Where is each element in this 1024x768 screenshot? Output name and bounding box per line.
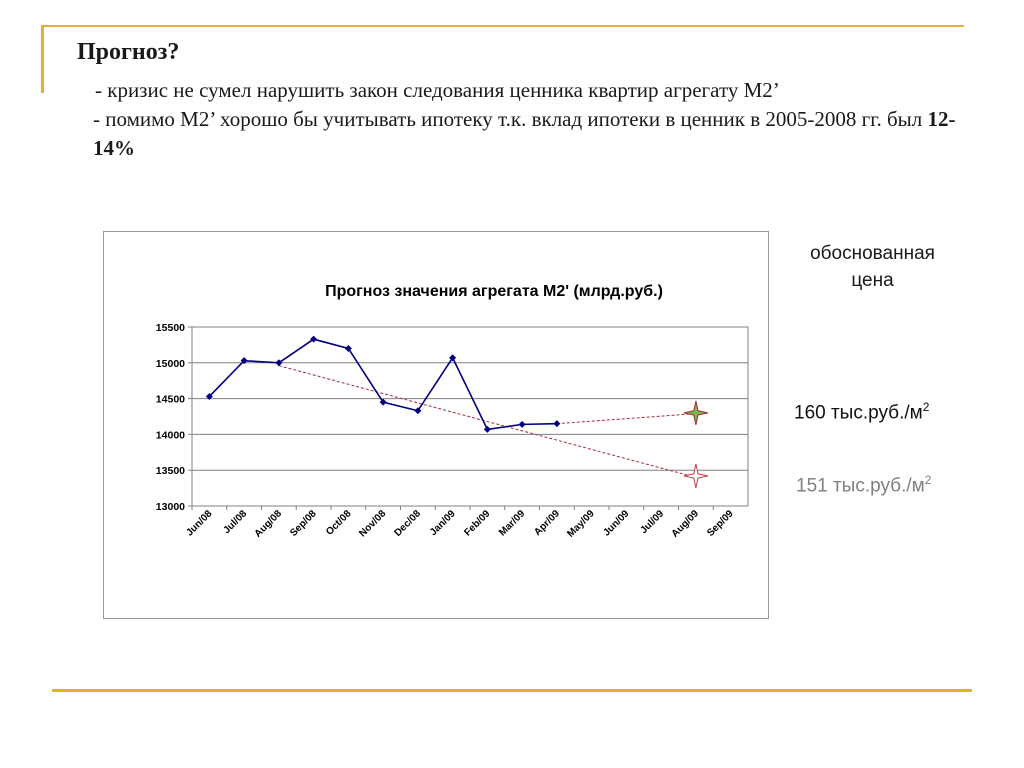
y-tick-label-14500: 14500	[156, 394, 185, 406]
data-point-jul-08	[240, 357, 248, 365]
x-tick-label-may-09: May/09	[565, 508, 597, 540]
data-point-jan-09	[449, 354, 457, 362]
price-160-sup: 2	[922, 400, 930, 414]
x-tick-label-jul-08: Jul/08	[221, 508, 249, 536]
x-tick-label-jan-09: Jan/09	[428, 508, 458, 538]
forecast-markers	[683, 400, 709, 489]
price-151-text: 151 тыс.руб./м	[796, 475, 925, 497]
bullet-2-text: - помимо М2’ хорошо бы учитывать ипотеку…	[93, 107, 928, 131]
data-point-jun-08	[205, 392, 213, 400]
x-tick-label-sep-09: Sep/09	[705, 508, 736, 539]
bullet-2-highlight: 12-14%	[93, 107, 956, 160]
x-tick-label-aug-09: Aug/09	[670, 508, 702, 540]
slide-title: Прогноз?	[77, 39, 180, 65]
x-tick-label-apr-09: Apr/09	[532, 508, 562, 538]
series-line-1	[208, 338, 557, 431]
y-tick-label-13000: 13000	[156, 501, 185, 513]
forecast-star-red	[683, 463, 709, 489]
accent-bottom-line	[52, 689, 972, 692]
m2-forecast-chart: Прогноз значения агрегата М2' (млрд.руб.…	[156, 283, 749, 540]
data-point-nov-08	[379, 398, 387, 406]
x-tick-label-jun-08: Jun/08	[184, 508, 214, 538]
bullet-1: - кризис не сумел нарушить закон следова…	[95, 78, 780, 102]
x-tick-label-feb-09: Feb/09	[462, 508, 492, 538]
data-point-mar-09	[518, 420, 526, 428]
series-m2	[205, 335, 561, 433]
forecast-lines	[278, 365, 697, 478]
price-160-text: 160 тыс.руб./м	[794, 402, 923, 424]
chart-frame: Прогноз значения агрегата М2' (млрд.руб.…	[103, 231, 769, 619]
data-point-oct-08	[344, 344, 352, 352]
y-tick-label-15500: 15500	[156, 322, 185, 334]
x-tick-label-sep-08: Sep/08	[288, 508, 319, 539]
forecast-line-2	[556, 413, 696, 425]
data-point-sep-08	[310, 335, 318, 343]
data-point-dec-08	[414, 407, 422, 415]
chart-gridlines	[192, 326, 748, 471]
data-point-apr-09	[553, 420, 561, 428]
x-axis-ticks: Jun/08 Jul/08 Aug/08 Sep/08 Oct/08 Nov/08 Dec/…	[184, 506, 736, 540]
chart-title: Прогноз значения агрегата М2' (млрд.руб.…	[325, 283, 663, 300]
x-tick-label-jul-09: Jul/09	[638, 508, 666, 536]
forecast-star-green	[683, 400, 709, 426]
price-151: 151 тыс.руб./м2	[796, 473, 931, 497]
x-tick-label-nov-08: Nov/08	[357, 508, 388, 539]
bullet-2: - помимо М2’ хорошо бы учитывать ипотеку…	[75, 105, 975, 163]
data-point-feb-09	[483, 425, 491, 433]
y-tick-label-14000: 14000	[156, 429, 185, 441]
data-point-aug-08	[275, 359, 283, 367]
y-tick-label-13500: 13500	[156, 465, 185, 477]
y-axis-ticks: 13000 13500 14000 14500 15000 15500	[156, 322, 192, 513]
price-151-sup: 2	[924, 473, 932, 487]
y-tick-label-15000: 15000	[156, 358, 185, 370]
accent-top-line	[41, 25, 964, 27]
x-tick-label-aug-08: Aug/08	[253, 508, 285, 540]
forecast-line-1	[278, 365, 697, 478]
x-tick-label-dec-08: Dec/08	[392, 508, 423, 539]
x-tick-label-jun-09: Jun/09	[601, 508, 631, 538]
x-tick-label-oct-08: Oct/08	[324, 508, 354, 538]
price-160: 160 тыс.руб./м2	[794, 400, 929, 424]
justified-price-label: обоснованная цена	[810, 243, 935, 291]
accent-vertical-line	[41, 25, 44, 93]
x-tick-label-mar-09: Mar/09	[497, 508, 527, 538]
bullet-list: - кризис не сумел нарушить закон следова…	[75, 76, 975, 163]
